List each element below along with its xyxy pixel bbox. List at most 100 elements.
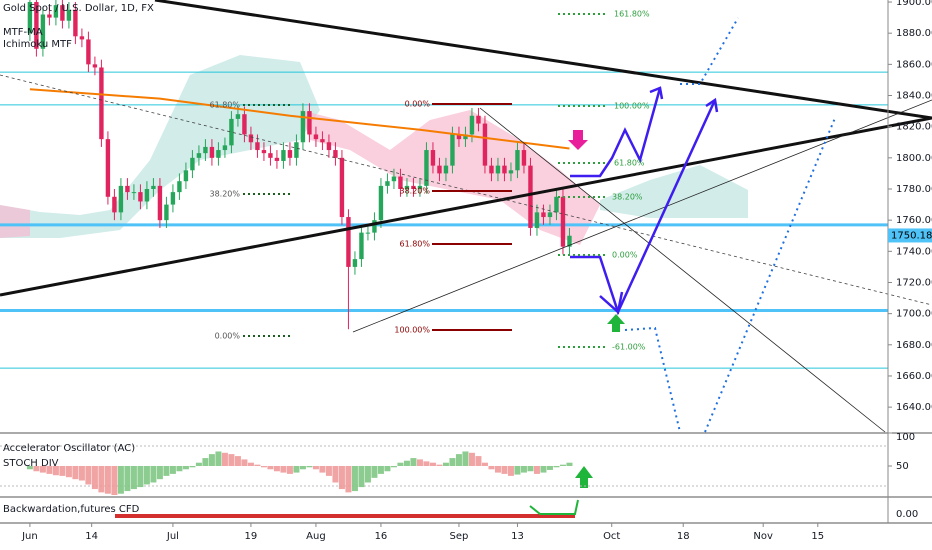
- ac-bar: [527, 465, 534, 472]
- candle-body: [222, 145, 228, 151]
- x-tick-label: 18: [677, 531, 690, 542]
- ac-bar: [345, 465, 352, 493]
- candle-body: [554, 196, 559, 213]
- y-tick-label: 1780.00: [896, 184, 932, 195]
- candle-body: [385, 181, 390, 186]
- cloud: [0, 55, 320, 238]
- candle-body: [300, 111, 306, 143]
- candle-body: [463, 134, 468, 140]
- candle-body: [307, 111, 312, 135]
- ac-bar: [39, 465, 46, 473]
- ac-bar: [494, 465, 501, 473]
- ac-bar: [111, 465, 118, 496]
- arrowhead: [599, 291, 624, 315]
- projection: [570, 99, 717, 316]
- ac-bar: [325, 465, 332, 476]
- ac-bar: [299, 465, 306, 470]
- candle-body: [40, 14, 46, 49]
- candle-body: [437, 165, 442, 174]
- candle-body: [209, 146, 215, 158]
- candle-body: [450, 134, 455, 166]
- indicator-label: Accelerator Oscillator (AC): [3, 443, 135, 454]
- ac-bar: [182, 465, 189, 470]
- ac-bar: [507, 465, 514, 476]
- candle-body: [508, 170, 514, 174]
- candle-body: [495, 165, 501, 174]
- ac-bar: [137, 465, 144, 488]
- ac-bar: [429, 462, 436, 466]
- fib-label: 61.80%: [209, 101, 240, 110]
- ac-bar: [481, 462, 488, 466]
- candle-body: [339, 157, 345, 218]
- ac-bar: [410, 458, 417, 466]
- ac-bar: [514, 465, 521, 475]
- projection: [680, 17, 739, 85]
- y-tick-label: 1680.00: [896, 340, 932, 351]
- candle-body: [294, 142, 299, 158]
- candle-body: [125, 185, 130, 193]
- y-tick-label: 1720.00: [896, 277, 932, 288]
- y-tick-label: 0.00: [896, 509, 918, 520]
- ac-bar: [254, 464, 261, 466]
- ac-bar: [78, 465, 85, 481]
- y-tick-label: 1860.00: [896, 59, 932, 70]
- ac-bar: [442, 462, 449, 466]
- ac-bar: [195, 462, 202, 466]
- candle-body: [359, 232, 364, 260]
- ac-bar: [59, 465, 66, 476]
- ac-bar: [208, 454, 215, 466]
- arrowhead: [649, 86, 664, 100]
- x-tick-label: 14: [85, 531, 98, 542]
- y-tick-label: 1880.00: [896, 28, 932, 39]
- candle-body: [424, 150, 429, 186]
- ac-bar: [566, 462, 573, 466]
- candle-body: [255, 142, 260, 151]
- backwardation-signal: [529, 499, 579, 515]
- indicator-label: MTF-MA: [3, 27, 43, 38]
- candle-body: [92, 64, 98, 68]
- ac-bar: [286, 465, 293, 474]
- fib-label: 61.80%: [399, 240, 430, 249]
- candle-body: [287, 150, 293, 158]
- ac-bar: [384, 465, 391, 472]
- candle-body: [131, 192, 137, 194]
- fib-label: 0.00%: [612, 251, 638, 260]
- fib-label: 161.80%: [614, 10, 650, 19]
- ac-bar: [377, 465, 384, 474]
- ac-bar: [202, 458, 209, 466]
- ac-bar: [130, 465, 137, 490]
- ac-bar: [501, 465, 508, 474]
- indicator-label: Ichimoku MTF: [3, 39, 72, 50]
- candle-body: [196, 153, 202, 158]
- fib-label: 0.00%: [215, 332, 241, 341]
- ac-bar: [436, 464, 443, 466]
- signal-arrow: [568, 130, 588, 150]
- ac-bar: [338, 465, 345, 490]
- ac-bar: [449, 458, 456, 466]
- ac-bar: [371, 465, 378, 478]
- candle-body: [378, 185, 384, 221]
- arrowhead: [705, 97, 719, 113]
- candle-body: [183, 170, 189, 182]
- last-price-box: [888, 228, 932, 243]
- ac-bar: [416, 459, 423, 466]
- y-tick-label: 1640.00: [896, 402, 932, 413]
- candle-body: [333, 150, 338, 158]
- ac-bar: [260, 465, 267, 468]
- candle-body: [521, 150, 527, 166]
- x-tick-label: Nov: [753, 531, 773, 542]
- ac-bar: [72, 465, 79, 480]
- moving-average: [29, 88, 570, 150]
- ac-bar: [462, 451, 469, 466]
- candle-body: [326, 142, 332, 151]
- candle-body: [157, 185, 163, 221]
- ac-bar: [228, 454, 235, 466]
- candle-body: [34, 2, 39, 49]
- candle-body: [417, 185, 423, 189]
- x-tick-label: Jun: [21, 531, 38, 542]
- ac-bar: [455, 454, 462, 466]
- ac-bar: [85, 465, 92, 485]
- candle-body: [365, 232, 371, 234]
- trend-line: [0, 74, 932, 306]
